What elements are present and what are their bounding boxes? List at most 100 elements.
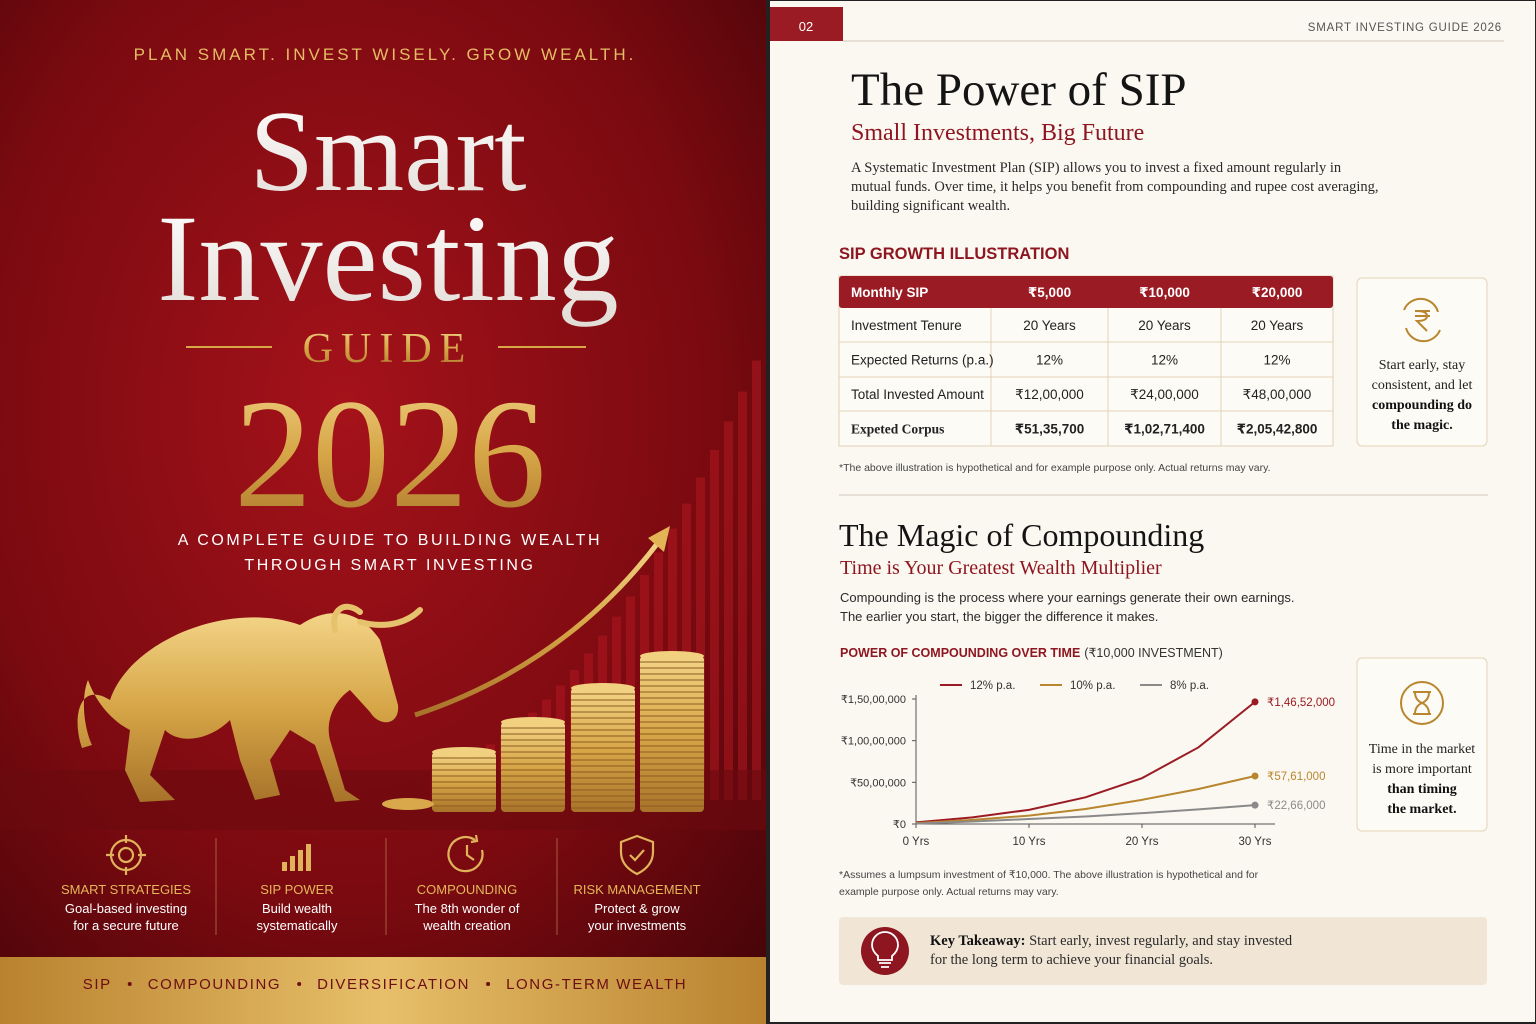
section-title: The Power of SIP [851,64,1187,116]
arrow-head [648,526,670,552]
table-header: ₹20,000 [1252,285,1303,300]
feature-text: Build wealth [262,901,332,916]
y-tick-label: ₹1,00,00,000 [841,736,906,748]
chart-title-main: POWER OF COMPOUNDING OVER TIME [840,646,1080,660]
bars-icon [282,862,287,871]
series-line [915,701,1256,824]
table-cell: ₹48,00,000 [1243,387,1312,402]
running-head: SMART INVESTING GUIDE 2026 [1308,22,1502,34]
tip-text: is more important [1372,762,1472,777]
cover-title: Smart [249,88,526,216]
cover-guide: GUIDE [303,326,474,372]
table-cell: ₹24,00,000 [1130,387,1199,402]
tip-text: consistent, and let [1372,378,1473,393]
y-tick-label: ₹0 [893,819,906,831]
coin [382,798,434,810]
table-cell: 20 Years [1023,318,1076,333]
body-text: building significant wealth. [851,198,1010,214]
section-title: The Magic of Compounding [839,517,1204,553]
shield-icon [619,834,655,876]
coin-stack [571,688,635,812]
target-icon [117,846,135,864]
table-cell: 20 Years [1251,318,1304,333]
target-icon [106,835,146,875]
feature-text: wealth creation [422,918,510,933]
table-cell: Investment Tenure [851,318,962,333]
feature-text: your investments [588,918,687,933]
tip-box [1356,657,1488,832]
arrow [414,538,662,718]
bg-bar [710,450,719,800]
feature-text: systematically [257,918,338,933]
tip-emphasis: the market. [1387,802,1456,817]
footer-dot [297,982,302,986]
feature-text: Goal-based investing [65,901,187,916]
x-tick-label: 30 Yrs [1238,836,1271,848]
bars-icon [298,850,303,871]
floor [0,770,766,830]
cover-title: Investing [157,190,619,327]
bg-bar [752,360,761,800]
table-cell: Expected Returns (p.a.) [851,353,994,368]
section-subtitle: Small Investments, Big Future [851,120,1144,146]
tip-text: Start early, stay [1379,358,1466,373]
y-tick-label: ₹50,00,000 [850,777,906,789]
tip-emphasis: than timing [1387,782,1457,797]
page-number-box [770,7,843,41]
chart-title: POWER OF COMPOUNDING OVER TIME (₹10,000 I… [840,646,1223,660]
end-point [1251,698,1259,706]
footer-item: DIVERSIFICATION [317,976,470,993]
x-tick-label: 0 Yrs [903,836,930,848]
footer-item: COMPOUNDING [148,976,281,993]
bg-bar [696,477,705,800]
feature-title: COMPOUNDING [417,882,517,897]
footnote: *The above illustration is hypothetical … [839,462,1271,474]
body-text: The earlier you start, the bigger the di… [840,609,1158,624]
takeaway-text: Key Takeaway: Start early, invest regula… [930,933,1293,949]
table-cell: ₹51,35,700 [1015,422,1084,437]
bg-bar [724,421,733,800]
cover-footer-bar [0,957,766,1024]
hourglass-icon [1400,681,1444,725]
horn [331,603,423,633]
table-cell: ₹12,00,000 [1015,387,1084,402]
table-header-bg [839,276,1333,308]
table-title: SIP GROWTH ILLUSTRATION [839,245,1069,263]
bulb-icon [861,927,909,975]
rupee-icon [1403,297,1441,343]
tagline: PLAN SMART. INVEST WISELY. GROW WEALTH. [134,45,637,64]
table-cell: 12% [1036,353,1063,368]
cover-footer: SIP COMPOUNDING DIVERSIFICATION LONG-TERM W… [83,976,688,993]
chart-title-sub: (₹10,000 INVESTMENT) [1084,646,1223,660]
feature-title: SIP POWER [260,882,333,897]
bg-bar [738,391,747,800]
footer-item: SIP [83,976,112,993]
cover-year: 2026 [234,367,546,540]
series-line [915,775,1256,825]
table-header: ₹5,000 [1028,285,1071,300]
tip-emphasis: compounding do [1372,398,1472,413]
bars-icon [306,844,311,871]
table-header: ₹10,000 [1139,285,1190,300]
page-bg [770,1,1535,1022]
bull [77,613,399,802]
footer-dot [127,982,132,986]
feature-text: for a secure future [73,918,179,933]
clock-icon [447,834,484,873]
coin-top [571,683,635,693]
feature-text: Protect & grow [594,901,680,916]
y-tick-label: ₹1,50,00,000 [841,694,906,706]
value-label: ₹22,66,000 [1267,800,1325,812]
table-header: Monthly SIP [851,285,928,300]
value-label: ₹57,61,000 [1267,771,1325,783]
coin-top [501,717,565,727]
body-text: mutual funds. Over time, it helps you be… [851,179,1379,195]
footnote: example purpose only. Actual returns may… [839,886,1059,898]
body-text: Compounding is the process where your ea… [840,590,1295,605]
legend-label: 10% p.a. [1070,680,1115,692]
coin-top [432,747,496,757]
table-cell: 20 Years [1138,318,1191,333]
takeaway-line: for the long term to achieve your financ… [930,952,1213,968]
cover-subtitle: A COMPLETE GUIDE TO BUILDING WEALTH [178,532,602,549]
